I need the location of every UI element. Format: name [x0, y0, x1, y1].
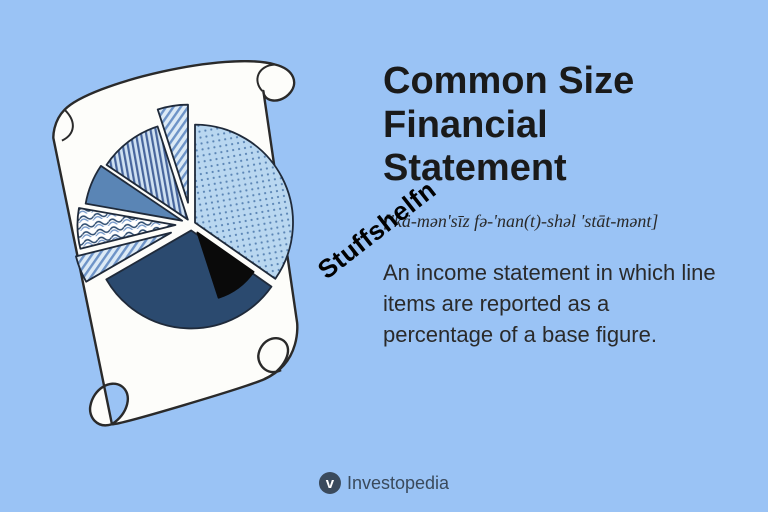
brand-logo: v Investopedia	[319, 472, 449, 494]
pronunciation: ['kä-mən'sīz fə-'nan(t)-shəl 'stāt-mənt]	[383, 211, 723, 232]
scroll-pie-illustration	[30, 60, 350, 430]
logo-name: Investopedia	[347, 473, 449, 494]
term-title: Common Size Financial Statement	[383, 60, 723, 191]
definition: An income statement in which line items …	[383, 258, 723, 350]
logo-icon: v	[319, 472, 341, 494]
infographic-canvas: Common Size Financial Statement ['kä-mən…	[0, 0, 768, 512]
text-block: Common Size Financial Statement ['kä-mən…	[383, 60, 723, 350]
